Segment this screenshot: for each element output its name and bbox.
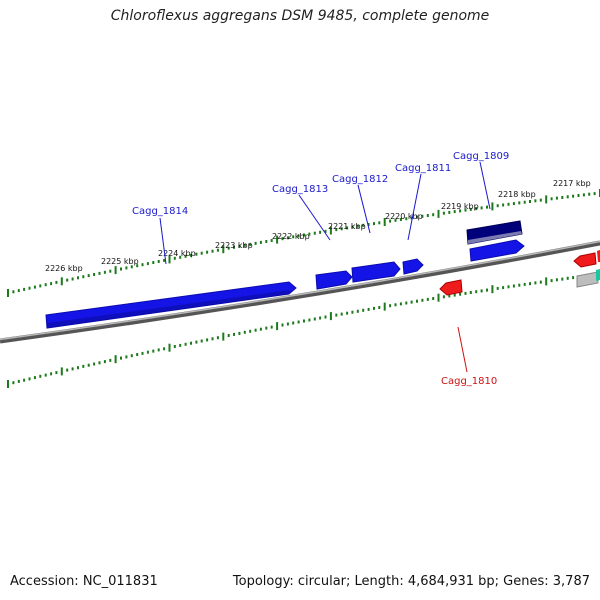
forward-genes [45,220,525,329]
genome-backbone-highlight [0,240,600,341]
gene-grey-right[interactable] [576,271,599,288]
scale-label: 2225 kbp [101,257,139,266]
gene-red-right-1[interactable] [573,252,597,268]
gene-red-right-2[interactable] [597,250,600,262]
gene-labels: Cagg_1814 Cagg_1813 Cagg_1812 Cagg_1811 … [132,151,509,387]
gene-label-cagg-1810[interactable]: Cagg_1810 [441,376,497,387]
reverse-genes [439,250,600,296]
accession-text: Accession: NC_011831 [10,574,158,589]
gene-label-cagg-1813[interactable]: Cagg_1813 [272,184,328,195]
leader-cagg-1811 [407,173,422,241]
scale-label: 2226 kbp [45,264,83,273]
gene-cagg-1811[interactable] [402,258,424,275]
gene-cagg-1809[interactable] [469,239,525,262]
map-title: Chloroflexus aggregans DSM 9485, complet… [110,8,490,24]
scale-label: 2223 kbp [215,241,253,250]
gene-cagg-1813[interactable] [315,270,353,290]
scale-label: 2224 kbp [158,249,196,258]
scale-label: 2217 kbp [553,179,591,188]
scale-labels: 2226 kbp 2225 kbp 2224 kbp 2223 kbp 2222… [45,179,591,273]
gene-label-cagg-1814[interactable]: Cagg_1814 [132,206,188,217]
leader-cagg-1809 [479,161,491,210]
gene-cagg-1809-dark-shade [468,231,522,244]
scale-label: 2220 kbp [385,212,423,221]
genome-summary-text: Topology: circular; Length: 4,684,931 bp… [232,574,590,589]
genome-backbone [0,240,600,344]
scale-track-upper [7,189,600,297]
gene-teal-right[interactable] [596,269,600,281]
gene-cagg-1810[interactable] [439,279,463,296]
gene-label-cagg-1809[interactable]: Cagg_1809 [453,151,509,162]
gene-label-cagg-1812[interactable]: Cagg_1812 [332,174,388,185]
scale-label: 2218 kbp [498,190,536,199]
label-leaders [159,161,491,373]
scale-label: 2222 kbp [272,232,310,241]
leader-cagg-1813 [298,194,331,241]
gene-cagg-1814-shade [47,290,290,328]
scale-label: 2219 kbp [441,202,479,211]
gene-label-cagg-1811[interactable]: Cagg_1811 [395,163,451,174]
scale-label: 2221 kbp [328,222,366,231]
gene-cagg-1812[interactable] [351,261,401,283]
leader-cagg-1814 [159,217,167,265]
leader-cagg-1810 [457,326,468,373]
leader-cagg-1812 [357,184,371,234]
